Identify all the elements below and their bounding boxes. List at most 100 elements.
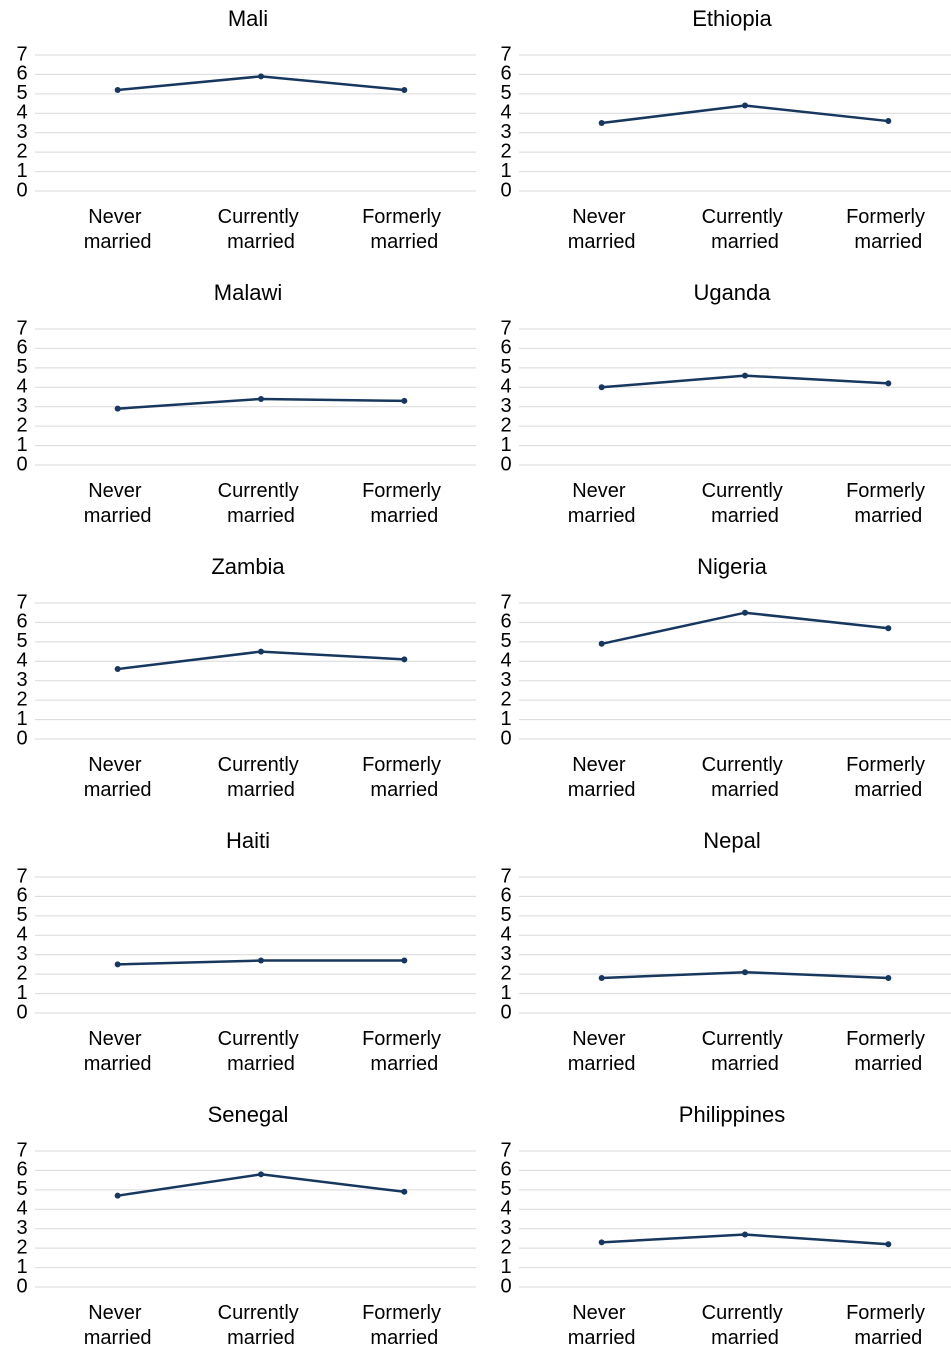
y-tick-label: 7 (16, 865, 27, 887)
x-tick-label: Never married (568, 1302, 636, 1348)
y-tick-label: 1 (16, 982, 27, 1004)
x-tick-label: Formerly married (362, 1302, 446, 1348)
y-tick-label: 3 (500, 121, 511, 143)
point (598, 384, 605, 391)
x-tick-label: Never married (568, 754, 636, 801)
point (598, 1239, 605, 1246)
y-tick-label: 6 (16, 885, 27, 907)
chart-title: Philippines (679, 1102, 785, 1127)
chart-title: Malawi (214, 280, 282, 305)
x-tick-label: Currently married (218, 754, 305, 801)
y-tick-label: 1 (16, 160, 27, 182)
y-tick-label: 1 (500, 982, 511, 1004)
y-tick-label: 2 (16, 962, 27, 984)
y-tick-label: 3 (500, 669, 511, 691)
y-tick-label: 3 (16, 395, 27, 417)
x-tick-label: Never married (84, 480, 152, 527)
y-tick-label: 5 (500, 82, 511, 104)
point (885, 1241, 892, 1248)
point (742, 1231, 748, 1238)
chart-title: Ethiopia (692, 6, 772, 31)
x-tick-label: Currently married (218, 206, 305, 253)
y-tick-label: 5 (500, 904, 511, 926)
x-tick-label: Never married (84, 754, 152, 801)
point (258, 395, 264, 402)
x-tick-label: Never married (568, 206, 636, 253)
y-tick-label: 5 (500, 356, 511, 378)
y-tick-label: 4 (16, 1198, 27, 1220)
point (258, 1171, 264, 1178)
y-tick-label: 2 (500, 140, 511, 162)
y-tick-label: 7 (16, 591, 27, 613)
x-tick-label: Currently married (702, 1302, 789, 1348)
y-tick-label: 1 (16, 434, 27, 456)
x-tick-label: Formerly married (846, 1028, 930, 1075)
y-tick-label: 5 (16, 904, 27, 926)
point (598, 640, 605, 647)
point (258, 73, 264, 80)
y-tick-label: 4 (16, 650, 27, 672)
y-tick-label: 1 (500, 434, 511, 456)
y-tick-label: 0 (16, 179, 27, 201)
point (401, 656, 408, 663)
x-tick-label: Never married (568, 1028, 636, 1075)
x-tick-label: Never married (568, 480, 636, 527)
point (742, 372, 748, 379)
x-tick-label: Currently married (702, 480, 789, 527)
point (885, 625, 892, 632)
x-tick-label: Never married (84, 206, 152, 253)
point (401, 397, 408, 404)
point (114, 86, 121, 93)
chart-title: Nigeria (697, 554, 767, 579)
x-tick-label: Currently married (218, 1028, 305, 1075)
x-tick-label: Formerly married (362, 206, 446, 253)
y-tick-label: 7 (500, 43, 511, 65)
y-tick-label: 0 (500, 727, 511, 749)
point (885, 380, 892, 387)
y-tick-label: 4 (500, 650, 511, 672)
x-tick-label: Formerly married (362, 1028, 446, 1075)
y-tick-label: 2 (16, 688, 27, 710)
chart-title: Nepal (703, 828, 760, 853)
point (114, 961, 121, 968)
y-tick-label: 4 (500, 376, 511, 398)
point (598, 120, 605, 126)
x-tick-label: Formerly married (846, 1302, 930, 1348)
y-tick-label: 6 (500, 63, 511, 85)
y-tick-label: 3 (500, 395, 511, 417)
y-tick-label: 2 (500, 1236, 511, 1258)
chart-title: Mali (228, 6, 268, 31)
point (258, 957, 264, 964)
y-tick-label: 1 (16, 1256, 27, 1278)
point (114, 1192, 121, 1199)
point (598, 975, 605, 982)
y-tick-label: 6 (16, 63, 27, 85)
y-tick-label: 4 (16, 376, 27, 398)
y-tick-label: 0 (16, 727, 27, 749)
y-tick-label: 7 (16, 43, 27, 65)
y-tick-label: 0 (500, 1275, 511, 1297)
x-tick-label: Currently married (218, 480, 305, 527)
x-tick-label: Currently married (218, 1302, 305, 1348)
y-tick-label: 3 (500, 1217, 511, 1239)
point (114, 405, 121, 412)
chart-title: Senegal (208, 1102, 289, 1127)
y-tick-label: 2 (500, 688, 511, 710)
y-tick-label: 2 (16, 1236, 27, 1258)
y-tick-label: 6 (500, 885, 511, 907)
y-tick-label: 4 (500, 102, 511, 124)
point (401, 1188, 408, 1195)
point (742, 102, 748, 109)
y-tick-label: 1 (500, 160, 511, 182)
y-tick-label: 2 (500, 962, 511, 984)
y-tick-label: 4 (16, 102, 27, 124)
y-tick-label: 3 (500, 943, 511, 965)
x-tick-label: Formerly married (846, 754, 930, 801)
chart-title: Haiti (226, 828, 270, 853)
y-tick-label: 5 (16, 1178, 27, 1200)
y-tick-label: 0 (500, 453, 511, 475)
y-tick-label: 7 (500, 591, 511, 613)
y-tick-label: 0 (16, 1001, 27, 1023)
